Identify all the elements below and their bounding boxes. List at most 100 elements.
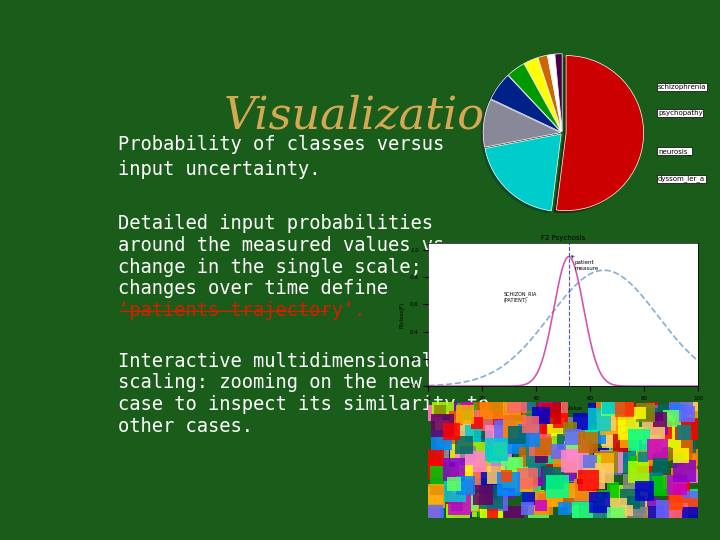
Point [594, 415, 606, 424]
Point [523, 458, 534, 467]
Point [495, 431, 506, 440]
Point [472, 418, 483, 427]
Point [436, 421, 448, 430]
Point [685, 497, 696, 505]
Point [593, 431, 604, 440]
Point [652, 445, 663, 454]
Point [647, 512, 659, 521]
Point [551, 403, 562, 412]
Point [690, 399, 702, 407]
Point [647, 500, 659, 509]
Point [464, 415, 475, 424]
Point [454, 500, 465, 508]
Point [592, 455, 603, 464]
Point [434, 463, 446, 472]
Point [549, 470, 561, 479]
Point [471, 462, 482, 471]
Point [672, 455, 684, 464]
Point [641, 428, 652, 436]
Text: ‘patients trajectory’.: ‘patients trajectory’. [118, 301, 365, 320]
Point [468, 417, 480, 426]
Point [670, 416, 682, 425]
Point [583, 463, 595, 471]
Point [682, 410, 693, 418]
Point [525, 420, 536, 429]
Point [556, 478, 567, 487]
Point [506, 401, 518, 410]
Text: SCHIZON_RIA
(PATIENT): SCHIZON_RIA (PATIENT) [504, 291, 537, 302]
Point [545, 409, 557, 418]
Point [458, 480, 469, 489]
Point [582, 460, 594, 469]
Point [672, 508, 684, 517]
Point [505, 404, 517, 413]
Point [652, 421, 664, 430]
Point [504, 483, 516, 491]
Text: change in the single scale;: change in the single scale; [118, 258, 422, 276]
Point [500, 427, 511, 436]
Point [462, 409, 473, 417]
Title: F2 Psychosis: F2 Psychosis [541, 235, 585, 241]
Point [541, 408, 552, 417]
Point [477, 491, 489, 500]
Point [425, 408, 436, 416]
Point [541, 440, 552, 449]
Point [456, 508, 467, 516]
Point [654, 449, 666, 457]
Point [454, 398, 465, 407]
Point [546, 448, 557, 456]
X-axis label: Feature Value: Feature Value [544, 407, 582, 411]
Point [535, 411, 546, 420]
Point [521, 474, 533, 483]
Point [460, 481, 472, 490]
Point [428, 509, 440, 518]
Point [611, 512, 622, 521]
Point [446, 427, 457, 435]
Point [647, 478, 658, 487]
Point [668, 509, 680, 518]
Point [567, 436, 579, 445]
Point [440, 436, 451, 445]
Point [434, 407, 446, 415]
Point [486, 508, 498, 517]
Point [584, 468, 595, 476]
Point [500, 471, 512, 480]
Point [485, 478, 497, 487]
Point [627, 438, 639, 447]
Point [522, 504, 534, 513]
Point [577, 509, 588, 517]
Point [676, 438, 688, 447]
Point [639, 454, 651, 463]
Point [600, 417, 612, 426]
Point [503, 480, 514, 488]
Point [464, 474, 476, 483]
Point [562, 471, 573, 480]
Text: other cases.: other cases. [118, 416, 253, 436]
Text: Interactive multidimensional: Interactive multidimensional [118, 352, 433, 370]
Point [485, 508, 496, 516]
Point [635, 421, 647, 430]
Point [526, 415, 538, 424]
Point [683, 502, 695, 510]
Point [558, 441, 570, 450]
Point [575, 504, 587, 512]
Point [564, 424, 575, 433]
Point [484, 465, 495, 474]
Point [607, 429, 618, 438]
Point [566, 444, 577, 453]
Point [544, 444, 556, 453]
Point [437, 400, 449, 408]
Point [464, 498, 475, 507]
Point [627, 426, 639, 434]
Point [504, 475, 516, 483]
Point [428, 492, 439, 501]
Point [675, 451, 687, 460]
Point [672, 489, 684, 497]
Point [506, 464, 518, 472]
Point [484, 501, 495, 509]
Point [683, 442, 694, 451]
Point [635, 423, 647, 432]
Text: neurosis_: neurosis_ [658, 148, 691, 155]
Point [446, 443, 458, 452]
Point [501, 415, 513, 423]
